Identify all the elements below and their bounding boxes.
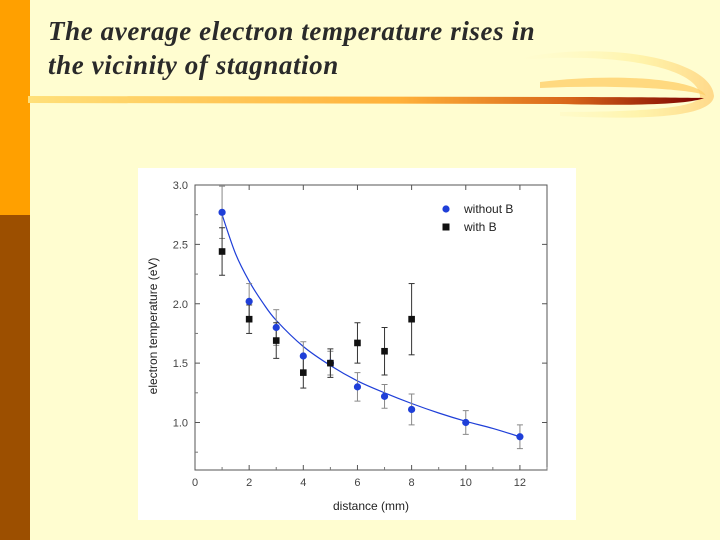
data-point-without-b: [299, 352, 307, 360]
data-point-without-b: [272, 323, 280, 332]
data-point-without-b: [408, 405, 416, 414]
legend-marker-without-b: [442, 205, 450, 213]
title-underline-swoosh: [28, 51, 714, 118]
y-tick-label: 3.0: [173, 180, 188, 192]
x-tick-label: 0: [192, 477, 198, 489]
sidebar-accent-bottom: [0, 215, 30, 540]
x-tick-label: 10: [460, 477, 472, 489]
sidebar-accent-top: [0, 0, 30, 215]
data-point-with-b: [408, 315, 415, 323]
data-point-without-b: [462, 418, 470, 427]
chart-panel: 0 2 4 6 8 10 12 1.0 1.5 2.0 2.5 3.0 distance (mm) e…: [138, 168, 576, 520]
x-tick-label: 6: [354, 477, 360, 489]
plot-frame: [194, 184, 548, 471]
y-tick-label: 2.5: [173, 239, 188, 251]
data-point-without-b: [353, 383, 362, 391]
slide-title: The average electron temperature rises i…: [48, 14, 535, 82]
slide-title-line-2: the vicinity of stagnation: [48, 50, 339, 80]
y-tick-label: 1.0: [173, 418, 188, 430]
data-point-without-b: [218, 208, 226, 216]
x-tick-label: 12: [514, 477, 526, 489]
data-point-with-b: [300, 369, 307, 376]
data-point-with-b: [218, 248, 226, 255]
data-point-without-b: [245, 297, 253, 305]
legend-label-with-b: with B: [463, 220, 497, 234]
data-point-with-b: [354, 339, 361, 347]
x-tick-label: 4: [300, 477, 306, 489]
y-tick-label: 2.0: [173, 299, 188, 311]
y-tick-label: 1.5: [173, 358, 188, 370]
data-point-with-b: [272, 337, 280, 344]
x-tick-label: 2: [246, 477, 252, 489]
y-axis-label: electron temperature (eV): [146, 258, 160, 395]
slide-title-line-1: The average electron temperature rises i…: [48, 16, 536, 46]
legend-label-without-b: without B: [463, 202, 513, 216]
data-point-without-b: [516, 433, 524, 441]
data-point-with-b: [245, 315, 253, 323]
data-point-without-b: [380, 392, 389, 400]
x-axis-label: distance (mm): [333, 499, 409, 513]
legend-marker-with-b: [442, 223, 450, 231]
x-tick-label: 8: [409, 477, 415, 489]
temperature-chart: 0 2 4 6 8 10 12 1.0 1.5 2.0 2.5 3.0 distance (mm) e…: [146, 180, 548, 513]
data-point-with-b: [327, 359, 334, 367]
data-point-with-b: [381, 347, 388, 355]
